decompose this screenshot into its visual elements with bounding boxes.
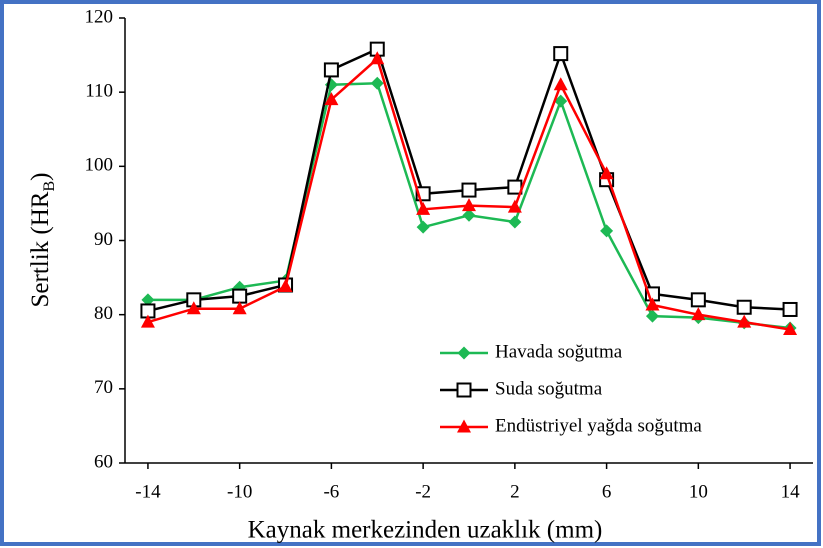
y-tick-label: 90 xyxy=(94,229,113,250)
marker xyxy=(554,94,568,108)
marker xyxy=(324,92,339,106)
x-tick-label: -2 xyxy=(415,481,431,502)
marker xyxy=(370,76,384,90)
marker xyxy=(600,224,614,238)
marker xyxy=(645,309,659,323)
marker xyxy=(783,322,798,335)
marker xyxy=(508,215,522,229)
legend-label: Suda soğutma xyxy=(495,378,603,399)
x-tick-label: -6 xyxy=(323,481,339,502)
x-tick-label: 14 xyxy=(781,481,801,502)
marker xyxy=(278,278,293,292)
legend-marker xyxy=(456,382,472,398)
legend-marker xyxy=(457,346,471,360)
x-tick-label: -14 xyxy=(135,481,161,502)
y-axis-label: Sertlik (HRB) xyxy=(27,173,58,308)
x-axis-label: Kaynak merkezinden uzaklık (mm) xyxy=(248,517,603,544)
legend-label: Havada soğutma xyxy=(495,341,623,362)
marker xyxy=(737,314,752,328)
marker xyxy=(645,297,660,311)
marker xyxy=(323,62,339,78)
y-tick-label: 70 xyxy=(94,377,113,398)
y-label-suffix: ) xyxy=(27,173,54,181)
marker xyxy=(461,182,477,198)
marker xyxy=(232,288,248,304)
x-tick-label: 6 xyxy=(602,481,612,502)
marker xyxy=(416,220,430,234)
marker xyxy=(690,292,706,308)
x-tick-label: 10 xyxy=(689,481,708,502)
marker xyxy=(691,307,706,321)
legend-label: Endüstriyel yağda soğutma xyxy=(495,415,702,436)
legend-marker xyxy=(457,419,471,433)
y-label-sub: B xyxy=(41,181,58,192)
y-tick-label: 80 xyxy=(94,303,113,324)
y-label-text: Sertlik (HR xyxy=(27,191,54,307)
marker xyxy=(736,299,752,315)
y-tick-label: 120 xyxy=(85,6,114,27)
marker xyxy=(599,166,614,180)
marker xyxy=(416,201,431,215)
marker xyxy=(370,51,385,65)
marker xyxy=(462,198,476,212)
marker xyxy=(462,208,476,222)
marker xyxy=(232,301,247,315)
marker xyxy=(507,199,522,213)
y-tick-label: 60 xyxy=(94,451,113,472)
x-tick-label: 2 xyxy=(510,481,520,502)
marker xyxy=(782,301,798,317)
marker xyxy=(186,301,201,315)
y-tick-label: 110 xyxy=(85,81,113,102)
y-tick-label: 100 xyxy=(85,155,114,176)
marker xyxy=(141,293,155,307)
x-tick-label: -10 xyxy=(227,481,252,502)
marker xyxy=(553,77,568,91)
marker xyxy=(140,314,155,328)
marker xyxy=(553,46,569,62)
